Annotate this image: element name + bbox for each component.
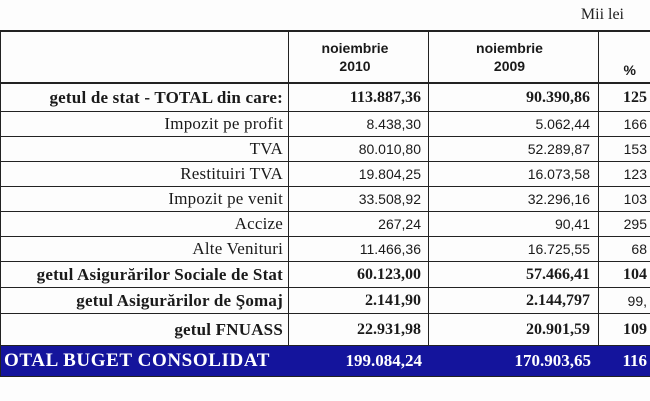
cell-2009: 16.725,55: [429, 237, 599, 261]
cell-label: Alte Venituri: [1, 237, 289, 261]
cell-2010: 33.508,92: [289, 187, 429, 211]
cell-label: getul FNUASS: [1, 314, 289, 345]
header-col-percent: %: [623, 62, 636, 78]
cell-pct: 109: [623, 320, 647, 338]
cell-pct: 99,: [627, 292, 647, 309]
table-row-buget-stat-total: getul de stat - TOTAL din care: 113.887,…: [1, 84, 650, 112]
cell-label: Restituiri TVA: [1, 162, 289, 186]
table-row-accize: Accize 267,24 90,41 295: [1, 212, 650, 237]
cell-label: TVA: [1, 137, 289, 161]
table-row-tva: TVA 80.010,80 52.289,87 153: [1, 137, 650, 162]
cell-pct: 166: [623, 116, 647, 132]
cell-pct: 295: [623, 216, 647, 232]
table-row-restituiri-tva: Restituiri TVA 19.804,25 16.073,58 123: [1, 162, 650, 187]
cell-2009: 32.296,16: [429, 187, 599, 211]
cell-label: getul de stat - TOTAL din care:: [1, 84, 289, 111]
table-row-asigurari-somaj: getul Asigurărilor de Şomaj 2.141,90 2.1…: [1, 288, 650, 314]
table-row-fnuass: getul FNUASS 22.931,98 20.901,59 109: [1, 314, 650, 346]
cell-2010: 267,24: [289, 212, 429, 236]
cell-2009: 5.062,44: [429, 112, 599, 136]
cell-2009: 57.466,41: [429, 262, 599, 287]
table-row-asigurari-sociale-stat: getul Asigurărilor Sociale de Stat 60.12…: [1, 262, 650, 288]
cell-pct: 103: [623, 191, 647, 207]
cell-2009: 2.144,797: [429, 288, 599, 313]
cell-label: getul Asigurărilor Sociale de Stat: [1, 262, 289, 287]
cell-2009: 90,41: [429, 212, 599, 236]
cell-2010: 19.804,25: [289, 162, 429, 186]
cell-label: getul Asigurărilor de Şomaj: [1, 288, 289, 313]
cell-pct: 153: [623, 141, 647, 157]
budget-table: noiembrie 2010 noiembrie 2009 % getul de…: [0, 30, 650, 377]
cell-label: Impozit pe profit: [1, 112, 289, 136]
header-col-noiembrie-2009: noiembrie 2009: [429, 32, 599, 82]
cell-2009: 20.901,59: [429, 314, 599, 345]
header-col-noiembrie-2010: noiembrie 2010: [289, 32, 429, 82]
table-row-alte-venituri: Alte Venituri 11.466,36 16.725,55 68: [1, 237, 650, 262]
cell-2010: 22.931,98: [289, 314, 429, 345]
cell-2009: 170.903,65: [514, 351, 592, 370]
cell-pct: 123: [623, 166, 647, 182]
cell-2010: 113.887,36: [289, 84, 429, 111]
table-header-row: noiembrie 2010 noiembrie 2009 %: [1, 32, 650, 84]
cell-pct: 68: [631, 241, 647, 257]
header-label-cell: [1, 32, 289, 82]
cell-2010: 11.466,36: [289, 237, 429, 261]
cell-2010: 199.084,24: [345, 351, 423, 370]
cell-label: Accize: [1, 212, 289, 236]
cell-label: Impozit pe venit: [1, 187, 289, 211]
cell-label: OTAL BUGET CONSOLIDAT: [4, 350, 271, 371]
cell-pct: 125: [623, 88, 647, 106]
cell-pct: 104: [623, 265, 647, 283]
unit-label: Mii lei: [580, 6, 624, 23]
cell-2010: 2.141,90: [289, 288, 429, 313]
cell-2009: 90.390,86: [429, 84, 599, 111]
cell-2009: 52.289,87: [429, 137, 599, 161]
cell-2009: 16.073,58: [429, 162, 599, 186]
cell-2010: 80.010,80: [289, 137, 429, 161]
table-row-total-buget-consolidat: OTAL BUGET CONSOLIDAT 199.084,24 170.903…: [1, 346, 650, 377]
cell-pct: 116: [622, 351, 647, 370]
cell-2010: 8.438,30: [289, 112, 429, 136]
table-row-impozit-profit: Impozit pe profit 8.438,30 5.062,44 166: [1, 112, 650, 137]
cell-2010: 60.123,00: [289, 262, 429, 287]
table-row-impozit-venit: Impozit pe venit 33.508,92 32.296,16 103: [1, 187, 650, 212]
